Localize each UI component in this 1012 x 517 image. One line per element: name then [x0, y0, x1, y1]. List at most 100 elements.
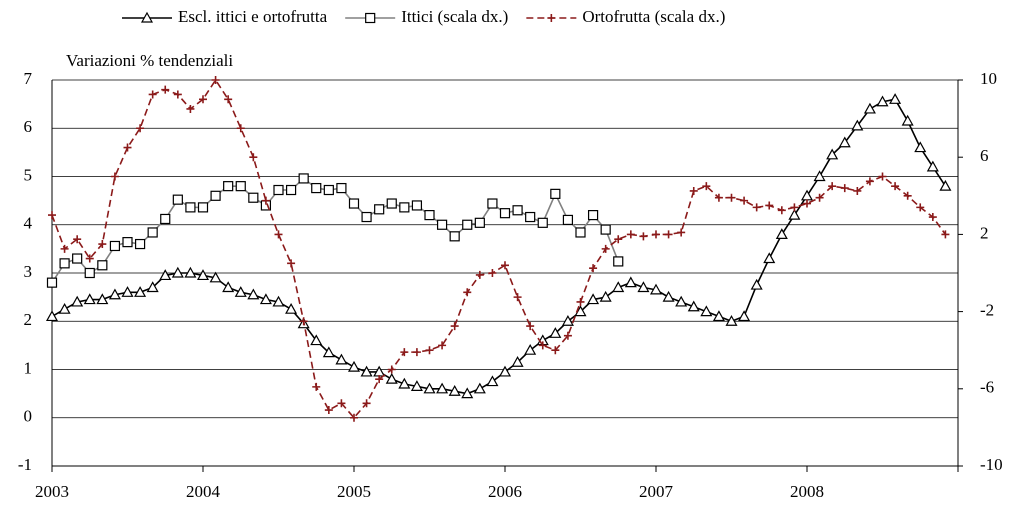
data-point	[362, 399, 371, 408]
data-point	[865, 177, 874, 186]
data-point	[234, 286, 247, 297]
data-point	[486, 375, 499, 387]
data-point	[550, 188, 561, 199]
data-point	[58, 302, 71, 314]
data-point	[777, 206, 786, 215]
data-point	[461, 387, 474, 399]
data-point	[387, 365, 396, 374]
data-point	[613, 256, 624, 267]
data-point	[235, 181, 246, 192]
x-tick-label: 2003	[35, 482, 69, 501]
data-point	[324, 406, 333, 415]
data-point	[159, 269, 172, 281]
data-point	[361, 211, 372, 223]
data-point	[702, 182, 711, 191]
data-point	[803, 199, 811, 208]
data-point	[134, 286, 147, 297]
data-point	[512, 205, 523, 216]
data-point	[727, 193, 736, 202]
data-point	[172, 194, 183, 205]
data-point	[549, 327, 562, 338]
data-point	[322, 346, 335, 358]
data-point	[537, 217, 548, 228]
data-point	[675, 295, 688, 307]
data-point	[412, 348, 421, 357]
data-point	[714, 193, 723, 202]
x-tick-label: 2006	[488, 482, 522, 501]
data-point	[436, 382, 449, 394]
data-point	[60, 244, 69, 253]
data-point	[463, 288, 472, 297]
data-point	[85, 254, 94, 263]
data-point	[853, 186, 862, 195]
data-point	[400, 348, 409, 357]
data-point	[511, 356, 524, 367]
data-point	[840, 184, 849, 193]
data-point	[738, 310, 751, 322]
data-point	[639, 232, 648, 241]
data-point	[199, 95, 207, 104]
data-point	[186, 104, 195, 113]
y-tick-label: 4	[24, 214, 33, 233]
data-point	[863, 102, 876, 114]
data-point	[98, 240, 107, 249]
data-point	[551, 346, 560, 355]
data-point	[386, 198, 397, 209]
data-point	[348, 198, 360, 209]
data-point	[146, 281, 159, 293]
data-point	[525, 211, 536, 223]
data-point	[71, 295, 84, 307]
data-point	[901, 114, 914, 126]
data-point	[73, 235, 82, 244]
legend-item: Escl. ittici e ortofrutta	[122, 7, 328, 26]
y-tick-label: 6	[24, 117, 33, 136]
data-point	[637, 281, 650, 293]
data-point	[72, 253, 83, 264]
data-point	[689, 186, 698, 195]
data-point	[310, 334, 323, 346]
x-tick-label: 2005	[337, 482, 371, 501]
data-point	[311, 182, 322, 194]
data-point	[815, 193, 824, 202]
data-point	[612, 281, 625, 293]
data-point	[173, 90, 182, 99]
data-point	[122, 237, 133, 248]
data-point	[109, 240, 121, 252]
data-point	[826, 148, 839, 160]
data-point	[462, 219, 473, 230]
data-point	[336, 182, 347, 194]
data-point	[136, 124, 145, 133]
data-point	[587, 210, 599, 221]
data-point	[878, 172, 887, 181]
data-point	[147, 227, 158, 238]
data-point	[926, 160, 939, 172]
legend-marker	[365, 12, 376, 24]
data-point	[261, 196, 270, 205]
data-point	[84, 267, 95, 279]
data-point	[96, 293, 109, 305]
data-point	[424, 210, 435, 221]
data-point	[423, 382, 436, 394]
data-point	[436, 219, 448, 230]
series-line	[51, 98, 947, 395]
data-point	[891, 182, 900, 191]
data-point	[587, 293, 600, 305]
data-point	[576, 297, 585, 306]
data-point	[350, 413, 358, 422]
data-point	[110, 172, 119, 181]
data-point	[171, 266, 184, 278]
data-point	[790, 203, 799, 212]
data-point	[272, 295, 285, 307]
data-point	[360, 365, 373, 377]
data-point	[876, 95, 889, 107]
data-point	[48, 211, 56, 220]
data-point	[563, 331, 572, 340]
data-point	[828, 182, 837, 191]
y-tick-label: 7	[24, 69, 33, 88]
data-point	[450, 322, 459, 331]
data-point	[725, 315, 738, 326]
data-point	[298, 173, 309, 184]
data-point	[939, 179, 952, 191]
y-tick-label: 0	[24, 407, 33, 426]
data-point	[83, 293, 96, 305]
